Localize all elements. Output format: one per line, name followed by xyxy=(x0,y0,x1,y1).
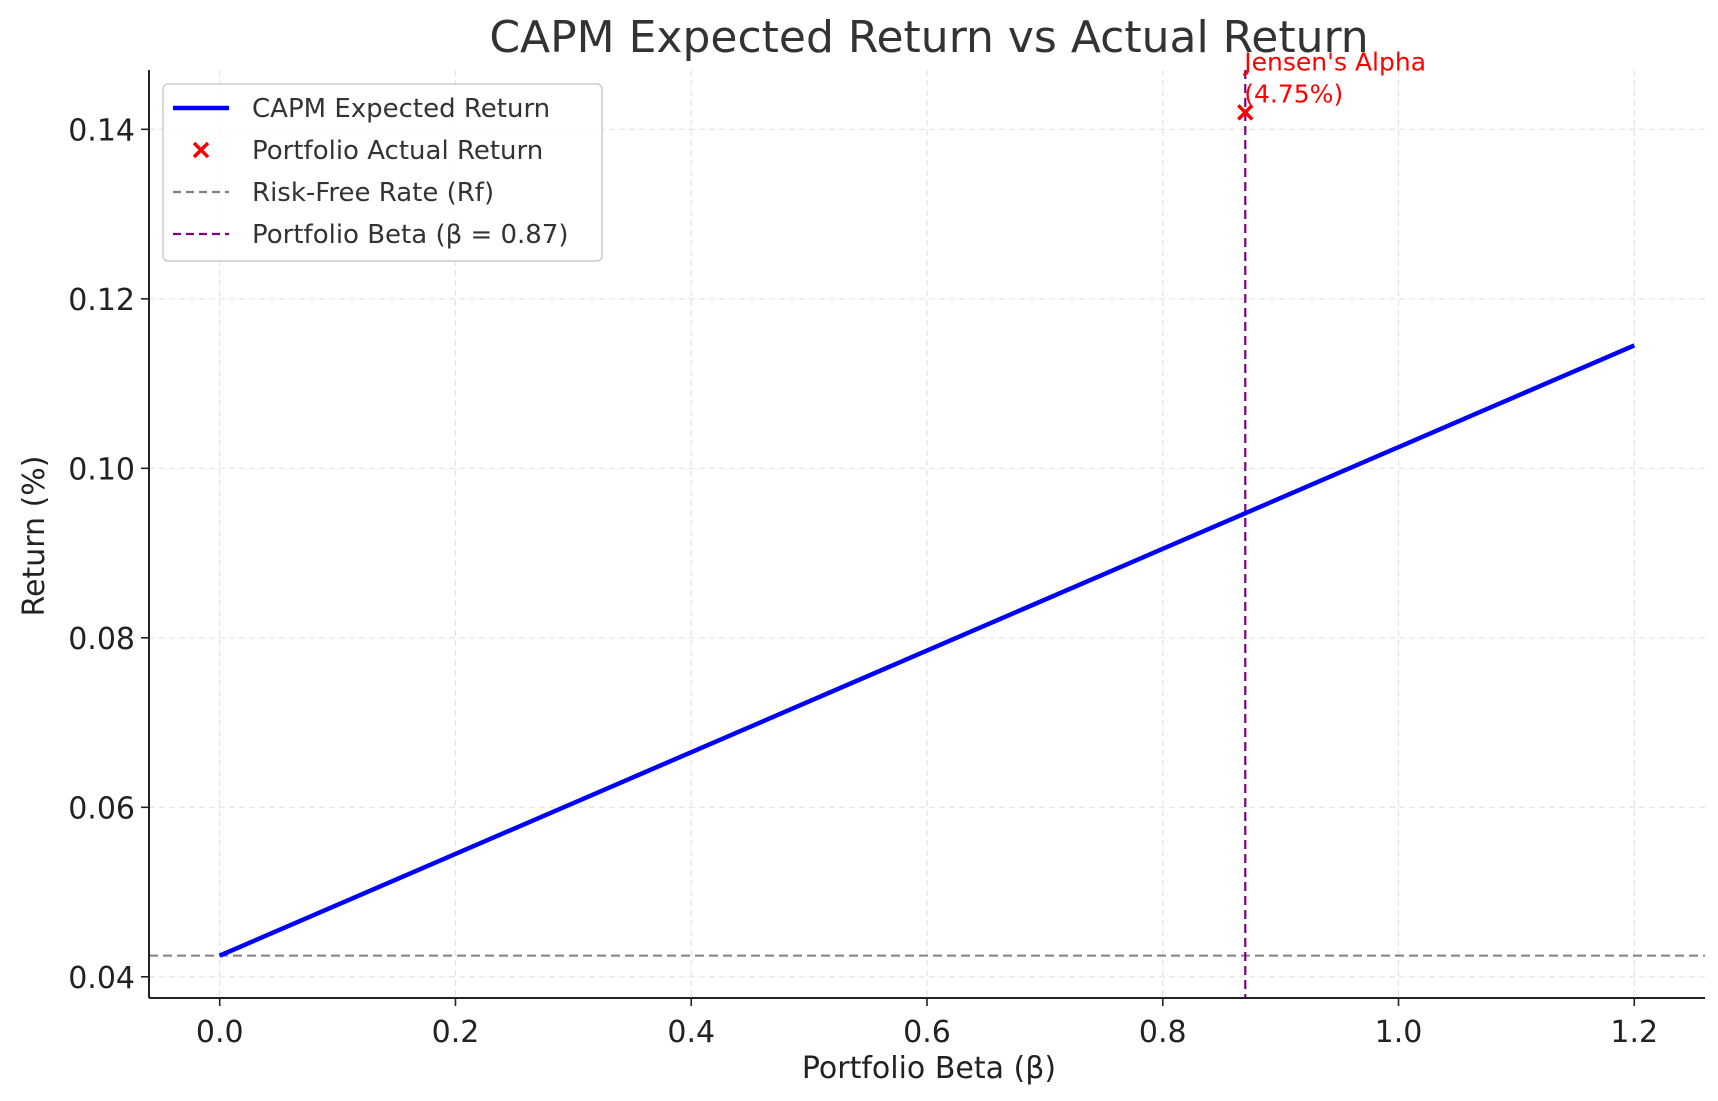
y-tick-label: 0.12 xyxy=(68,283,135,318)
legend-box xyxy=(162,83,603,262)
legend-entry-label: CAPM Expected Return xyxy=(252,94,550,124)
x-tick-label: 1.2 xyxy=(1610,1015,1658,1050)
legend-entry-label: Risk-Free Rate (Rf) xyxy=(252,178,494,208)
marker-stroke xyxy=(192,141,210,159)
y-tick-label: 0.06 xyxy=(68,791,135,826)
capm-expected-return-line xyxy=(218,343,1636,958)
x-tick-label: 0.0 xyxy=(196,1015,244,1050)
legend-entry-label: Portfolio Beta (β = 0.87) xyxy=(252,220,569,250)
marker-stroke xyxy=(1237,104,1254,121)
chart-title: CAPM Expected Return vs Actual Return xyxy=(489,12,1368,63)
x-tick-label: 1.0 xyxy=(1375,1015,1423,1050)
x-tick-label: 0.4 xyxy=(667,1015,715,1050)
x-axis-label: Portfolio Beta (β) xyxy=(802,1051,1056,1086)
jensens-alpha-annotation: (4.75%) xyxy=(1244,79,1343,108)
y-tick-label: 0.10 xyxy=(68,452,135,487)
legend-handle-actual-return xyxy=(192,141,210,159)
y-tick-label: 0.08 xyxy=(68,622,135,657)
legend: CAPM Expected Return Portfolio Actual Ret… xyxy=(162,83,603,262)
legend-entry-label: Portfolio Actual Return xyxy=(252,136,543,166)
y-tick-label: 0.04 xyxy=(68,961,135,996)
axes: 0.0 0.2 0.4 0.6 0.8 1.0 1.2 0.04 0.06 0.08 0.10 0.1… xyxy=(68,70,1705,1050)
plot-area: Jensen's Alpha (4.75%) xyxy=(149,47,1705,998)
portfolio-actual-return-marker xyxy=(1237,104,1254,121)
x-tick-label: 0.6 xyxy=(903,1015,951,1050)
y-tick-label: 0.14 xyxy=(68,113,135,148)
x-tick-label: 0.8 xyxy=(1139,1015,1187,1050)
y-axis-label: Return (%) xyxy=(17,455,52,616)
jensens-alpha-annotation: Jensen's Alpha xyxy=(1242,47,1426,76)
x-tick-label: 0.2 xyxy=(432,1015,480,1050)
